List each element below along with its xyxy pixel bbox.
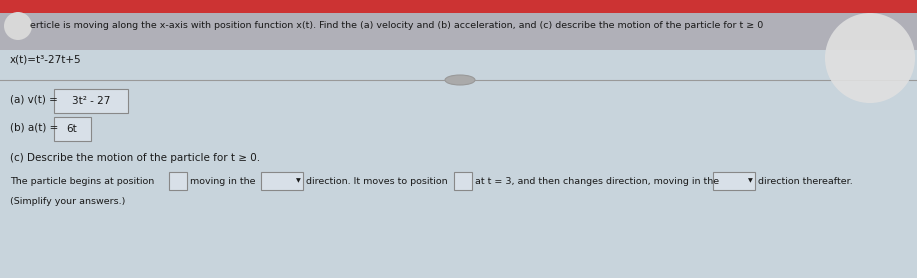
Text: erticle is moving along the x-axis with position function x(t). Find the (a) vel: erticle is moving along the x-axis with … <box>30 21 763 31</box>
FancyBboxPatch shape <box>54 117 91 141</box>
FancyBboxPatch shape <box>169 172 187 190</box>
FancyBboxPatch shape <box>54 89 128 113</box>
Ellipse shape <box>445 75 475 85</box>
Text: direction. It moves to position: direction. It moves to position <box>306 177 447 185</box>
Text: The particle begins at position: The particle begins at position <box>10 177 154 185</box>
Text: ▼: ▼ <box>295 178 301 183</box>
Text: x(t)=t³-27t+5: x(t)=t³-27t+5 <box>10 55 82 65</box>
Text: 6t: 6t <box>67 124 77 134</box>
FancyBboxPatch shape <box>261 172 303 190</box>
Bar <box>0 0 917 13</box>
Text: ▼: ▼ <box>747 178 752 183</box>
Text: moving in the: moving in the <box>190 177 256 185</box>
Text: (a) v(t) =: (a) v(t) = <box>10 95 61 105</box>
Circle shape <box>4 12 32 40</box>
Text: (b) a(t) =: (b) a(t) = <box>10 123 61 133</box>
Text: 3t² - 27: 3t² - 27 <box>72 96 110 106</box>
Bar <box>0 13 917 50</box>
FancyBboxPatch shape <box>454 172 472 190</box>
Text: direction thereafter.: direction thereafter. <box>758 177 853 185</box>
Text: (c) Describe the motion of the particle for t ≥ 0.: (c) Describe the motion of the particle … <box>10 153 260 163</box>
FancyBboxPatch shape <box>713 172 755 190</box>
Text: (Simplify your answers.): (Simplify your answers.) <box>10 197 126 207</box>
Circle shape <box>825 13 915 103</box>
Text: at t = 3, and then changes direction, moving in the: at t = 3, and then changes direction, mo… <box>475 177 719 185</box>
